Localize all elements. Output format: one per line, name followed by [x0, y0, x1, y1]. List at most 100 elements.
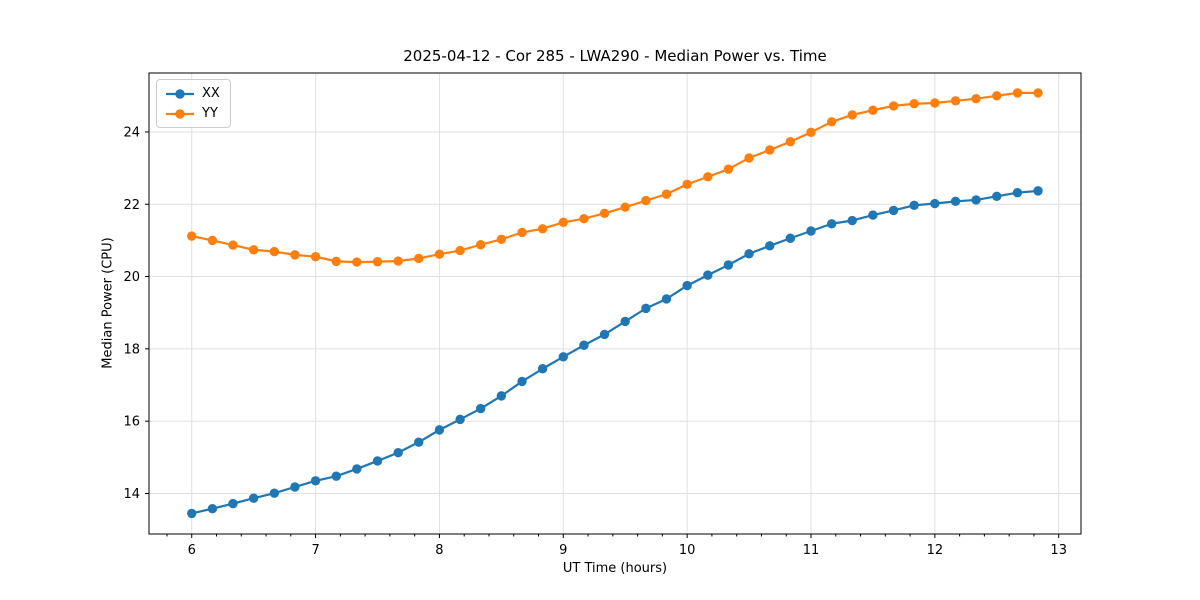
legend-item-yy: YY	[165, 104, 220, 123]
data-point	[393, 447, 403, 458]
x-tick-label: 11	[803, 543, 820, 558]
data-point	[1033, 186, 1043, 196]
legend-line-marker-icon	[166, 108, 194, 119]
chart-title: 2025-04-12 - Cor 285 - LWA290 - Median P…	[403, 47, 827, 65]
data-point	[579, 340, 589, 350]
data-point	[558, 217, 568, 228]
data-point	[455, 414, 465, 425]
data-point	[661, 189, 672, 199]
series-yy	[187, 88, 1043, 267]
data-point	[475, 403, 486, 414]
x-axis-label: UT Time (hours)	[562, 561, 668, 576]
data-point	[352, 257, 362, 267]
x-tick-label: 12	[927, 543, 944, 558]
y-tick-label: 20	[123, 270, 140, 285]
data-point	[661, 294, 672, 304]
data-point	[992, 191, 1002, 201]
data-point	[826, 117, 837, 127]
data-point	[930, 198, 940, 209]
data-point	[620, 202, 630, 212]
data-point	[806, 226, 816, 236]
x-tick-label: 7	[311, 543, 319, 558]
data-point	[207, 503, 218, 514]
data-point	[517, 227, 527, 238]
data-point	[641, 303, 651, 314]
data-point	[269, 246, 280, 257]
data-point	[310, 476, 321, 486]
y-tick-label: 18	[123, 342, 140, 357]
data-point	[703, 172, 713, 182]
series-xx	[187, 186, 1043, 519]
plot-border	[148, 72, 1082, 535]
data-point	[950, 96, 961, 106]
legend-label-xx: XX	[202, 86, 220, 101]
data-point	[785, 137, 796, 147]
data-point	[703, 270, 713, 280]
data-point	[723, 260, 734, 270]
series-line	[191, 91, 1039, 264]
data-point	[599, 329, 610, 340]
data-point	[723, 164, 734, 174]
data-point	[475, 240, 486, 250]
data-point	[187, 508, 197, 519]
data-point	[455, 245, 465, 256]
x-tick-label: 8	[435, 543, 443, 558]
data-point	[620, 316, 630, 327]
gridlines	[149, 73, 1081, 534]
data-point	[744, 249, 754, 259]
data-point	[331, 256, 341, 267]
data-point	[290, 250, 300, 260]
data-point	[248, 245, 259, 255]
data-point	[765, 145, 775, 155]
data-point	[331, 471, 341, 481]
tick-labels: 6 7 8 9 10 11 12 13 14 16 18 20 22 24	[123, 125, 1067, 558]
y-tick-label: 16	[123, 415, 140, 430]
data-point	[888, 101, 899, 111]
data-point	[909, 99, 919, 109]
data-point	[290, 482, 300, 492]
data-point	[579, 214, 589, 224]
x-tick-label: 9	[559, 543, 567, 558]
data-point	[682, 280, 692, 291]
data-point	[785, 233, 796, 243]
legend-item-xx: XX	[165, 84, 220, 103]
data-point	[517, 376, 527, 387]
data-point	[537, 224, 548, 234]
data-point	[806, 127, 816, 137]
data-point	[310, 251, 321, 262]
data-point	[414, 437, 424, 447]
data-point	[992, 91, 1002, 101]
data-point	[826, 219, 837, 229]
data-point	[950, 196, 961, 207]
data-point	[1012, 187, 1023, 198]
data-point	[372, 456, 383, 466]
data-point	[847, 110, 857, 120]
data-point	[847, 215, 857, 226]
data-point	[496, 234, 507, 245]
data-point	[352, 464, 362, 474]
data-point	[744, 153, 754, 163]
data-point	[971, 93, 981, 104]
data-point	[393, 256, 403, 266]
data-point	[765, 241, 775, 251]
x-tick-label: 13	[1050, 543, 1067, 558]
data-point	[1033, 88, 1043, 98]
legend: XX YY	[156, 79, 231, 128]
data-point	[1012, 88, 1023, 98]
x-tick-label: 10	[679, 543, 696, 558]
data-point	[868, 210, 878, 220]
data-point	[558, 352, 568, 362]
data-point	[971, 195, 981, 205]
data-point	[228, 498, 238, 509]
data-point	[434, 249, 445, 259]
y-tick-label: 24	[123, 125, 140, 140]
y-tick-label: 14	[123, 487, 140, 502]
data-point	[187, 231, 197, 241]
data-point	[537, 364, 548, 374]
data-point	[496, 391, 507, 401]
data-point	[641, 195, 651, 206]
data-point	[414, 253, 424, 264]
data-point	[207, 235, 218, 246]
y-axis-label: Median Power (CPU)	[100, 237, 116, 369]
